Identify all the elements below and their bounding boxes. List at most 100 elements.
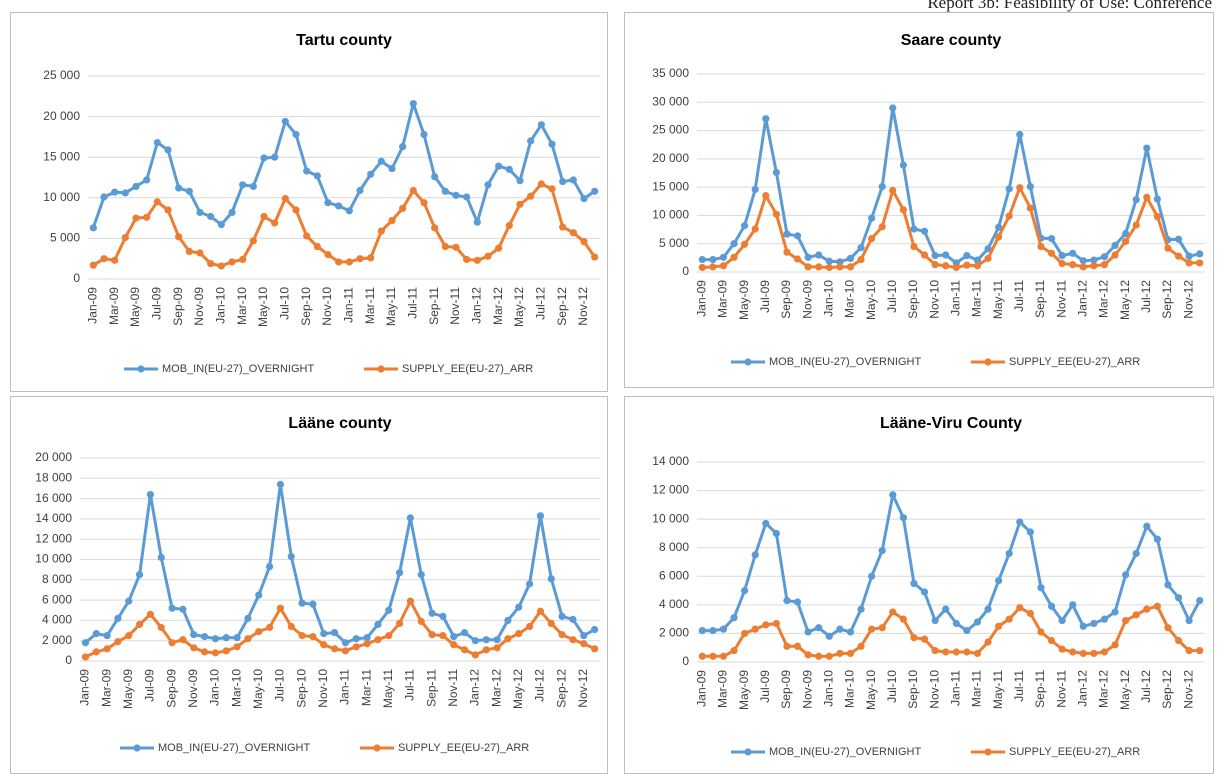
data-point xyxy=(569,229,577,237)
data-point xyxy=(495,244,503,252)
data-point xyxy=(995,223,1003,231)
chart-frame xyxy=(624,12,1214,388)
data-point xyxy=(505,165,513,173)
data-point xyxy=(910,634,918,642)
data-point xyxy=(741,240,749,248)
data-point xyxy=(984,254,992,263)
x-tick-label: May-10 xyxy=(864,670,878,710)
data-point xyxy=(1196,259,1204,267)
data-point xyxy=(473,256,481,264)
data-point xyxy=(590,625,599,634)
data-point xyxy=(431,224,439,232)
data-point xyxy=(1005,549,1013,558)
data-point xyxy=(1122,229,1130,238)
data-point xyxy=(920,227,929,235)
data-point xyxy=(973,256,982,264)
data-point xyxy=(409,186,417,195)
x-tick-label: Jul-12 xyxy=(1139,670,1153,703)
data-point xyxy=(1143,522,1151,530)
data-point xyxy=(815,652,823,660)
data-point xyxy=(547,575,555,583)
data-point xyxy=(580,632,588,640)
data-point xyxy=(363,634,371,642)
data-point xyxy=(303,167,311,175)
data-point xyxy=(281,195,289,203)
data-point xyxy=(441,187,449,195)
data-point xyxy=(1100,615,1109,623)
x-tick-label: Mar-11 xyxy=(970,670,984,707)
chart-frame xyxy=(10,396,608,774)
data-point xyxy=(889,186,897,195)
y-tick-label: 12 000 xyxy=(652,483,689,497)
data-point xyxy=(793,598,802,606)
data-point xyxy=(439,612,447,620)
data-point xyxy=(1111,251,1119,259)
data-point xyxy=(417,617,425,626)
x-tick-label: Jan-10 xyxy=(821,670,835,707)
x-tick-label: May-11 xyxy=(384,287,398,326)
data-point xyxy=(92,629,100,638)
x-tick-label: Mar-10 xyxy=(229,669,243,707)
legend-marker xyxy=(744,358,752,366)
data-point xyxy=(1111,241,1119,250)
data-point xyxy=(505,221,513,230)
y-tick-label: 14 000 xyxy=(35,511,72,525)
data-point xyxy=(1026,609,1034,618)
data-point xyxy=(356,186,364,195)
data-point xyxy=(1132,195,1140,204)
data-point xyxy=(471,651,480,659)
data-point xyxy=(265,563,274,571)
data-point xyxy=(132,182,140,191)
data-point xyxy=(1090,256,1098,264)
data-point xyxy=(1196,596,1204,605)
data-point xyxy=(1058,259,1066,268)
data-point xyxy=(287,552,295,561)
data-point xyxy=(1153,195,1161,203)
x-tick-label: Jul-10 xyxy=(273,669,287,702)
x-tick-label: Jan-12 xyxy=(468,669,482,706)
data-point xyxy=(377,227,385,235)
data-point xyxy=(367,254,375,262)
data-point xyxy=(1185,259,1193,267)
data-point xyxy=(330,645,339,653)
data-point xyxy=(952,619,960,628)
data-point xyxy=(931,646,939,655)
data-point xyxy=(228,258,236,266)
data-point xyxy=(1174,636,1183,645)
x-tick-label: May-11 xyxy=(991,670,1005,709)
data-point xyxy=(1143,193,1151,201)
data-point xyxy=(762,192,770,200)
x-tick-label: Sep-12 xyxy=(1160,670,1174,709)
data-point xyxy=(730,614,738,622)
page-header: Report 3b: Feasibility of Use: Conferenc… xyxy=(927,0,1212,12)
y-tick-label: 25 000 xyxy=(652,123,689,137)
data-point xyxy=(973,649,982,658)
y-tick-label: 25 000 xyxy=(43,68,80,82)
data-point xyxy=(81,653,90,661)
data-point xyxy=(846,628,855,636)
data-point xyxy=(868,235,876,243)
data-point xyxy=(783,230,791,238)
data-point xyxy=(783,642,791,650)
data-point xyxy=(910,579,918,588)
data-point xyxy=(793,255,802,263)
data-point xyxy=(942,648,950,656)
data-point xyxy=(1058,616,1066,625)
x-tick-label: Jan-12 xyxy=(1075,670,1089,707)
data-point xyxy=(233,634,241,642)
data-point xyxy=(1122,571,1130,579)
x-tick-label: Jul-11 xyxy=(406,287,420,319)
data-point xyxy=(135,620,144,629)
data-point xyxy=(527,192,535,200)
x-tick-label: Nov-12 xyxy=(1181,670,1195,709)
data-point xyxy=(271,219,279,227)
x-tick-label: Jan-10 xyxy=(208,669,222,706)
x-tick-label: Jan-12 xyxy=(1075,280,1089,317)
data-point xyxy=(527,137,535,145)
y-tick-label: 16 000 xyxy=(35,491,72,505)
data-point xyxy=(1069,601,1077,609)
x-tick-label: Sep-09 xyxy=(164,669,178,708)
data-point xyxy=(484,181,492,189)
data-point xyxy=(164,206,172,214)
